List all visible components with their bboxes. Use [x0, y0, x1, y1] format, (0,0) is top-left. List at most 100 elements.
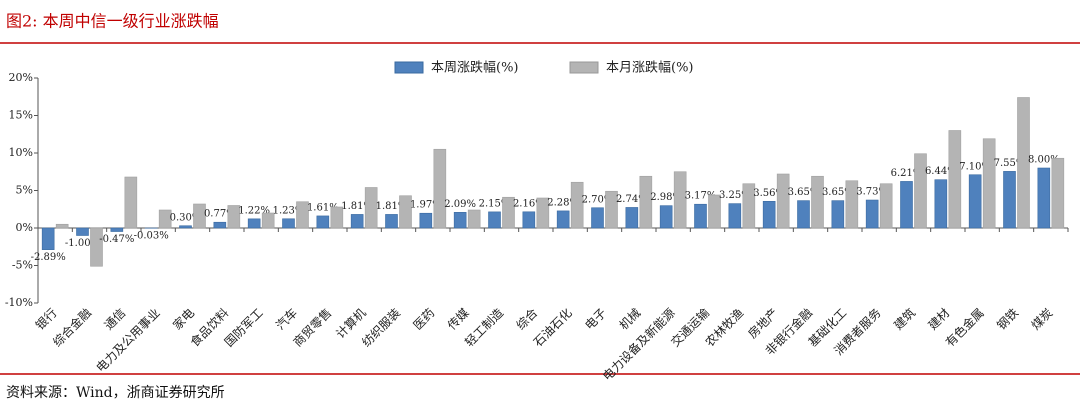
x-tick-label: 机械 [616, 305, 644, 333]
data-label: -2.89% [31, 252, 66, 263]
bar [453, 212, 467, 229]
x-tick-label: 银行 [33, 306, 60, 333]
bar [556, 210, 570, 229]
bar [879, 183, 893, 229]
bar [399, 195, 412, 229]
x-tick-label: 纺织服装 [359, 306, 403, 350]
bar [1037, 167, 1051, 229]
bar [659, 205, 673, 229]
data-label: 8.00% [1028, 155, 1060, 166]
bar [76, 227, 89, 236]
data-label: 3.65% [788, 187, 820, 198]
bar [625, 207, 639, 229]
x-tick-label: 建筑 [891, 305, 919, 333]
x-tick-label: 家电 [170, 305, 198, 333]
bar [1051, 157, 1065, 229]
bar [488, 211, 501, 229]
bar [193, 203, 206, 229]
bar [282, 218, 295, 229]
bar [776, 173, 790, 229]
y-tick-label: -10% [5, 296, 33, 309]
x-tick-label: 农林牧渔 [703, 306, 747, 350]
data-label: 0.30% [170, 212, 202, 223]
bar [914, 153, 927, 229]
data-label: 2.09% [444, 199, 476, 210]
data-label: 1.81% [376, 201, 408, 212]
data-label: 3.17% [685, 191, 717, 202]
bar [934, 179, 948, 229]
y-tick-label: 15% [9, 109, 33, 122]
data-label: 2.98% [650, 192, 682, 203]
data-label: 1.81% [341, 201, 373, 212]
bar [1017, 97, 1030, 229]
x-tick-label: 传媒 [444, 305, 472, 333]
bar [419, 212, 433, 229]
legend-label: 本周涨跌幅(%) [431, 60, 519, 76]
x-tick-label: 医药 [411, 306, 438, 333]
data-label: 2.15% [479, 198, 511, 209]
data-label: 3.65% [822, 187, 854, 198]
bar [467, 209, 481, 229]
bar [982, 138, 996, 229]
legend-swatch [394, 61, 424, 74]
x-tick-label: 石油石化 [531, 306, 575, 350]
data-label: 1.22% [238, 205, 270, 216]
data-label: 2.74% [616, 194, 648, 205]
bar [1003, 171, 1016, 229]
x-tick-label: 有色金属 [942, 305, 987, 350]
bar [865, 199, 879, 229]
y-tick-label: 10% [9, 146, 33, 159]
bar [673, 171, 687, 229]
legend-label: 本月涨跌幅(%) [606, 60, 694, 76]
data-label: 3.56% [753, 188, 785, 199]
bar [708, 194, 721, 229]
data-label: 2.70% [582, 194, 614, 205]
y-tick-label: 0% [16, 221, 33, 234]
data-label: 6.21% [891, 168, 923, 179]
bar [55, 223, 69, 229]
bar [247, 218, 261, 229]
x-tick-label: 综合 [513, 305, 541, 333]
bar [900, 181, 913, 229]
y-tick-label: 5% [16, 184, 33, 197]
bar [639, 175, 653, 229]
y-tick-label: -5% [12, 259, 33, 272]
chart-title: 图2: 本周中信一级行业涨跌幅 [6, 12, 219, 31]
bar [364, 187, 378, 229]
x-tick-label: 汽车 [273, 305, 301, 333]
data-label: 2.16% [513, 198, 545, 209]
x-tick-label: 通信 [102, 306, 129, 333]
bar [762, 201, 776, 229]
legend-swatch [569, 61, 599, 74]
bar [605, 190, 618, 229]
bar [433, 148, 447, 229]
bar [316, 215, 330, 229]
bar [296, 201, 309, 229]
data-label: 1.61% [307, 202, 339, 213]
data-label: 0.77% [204, 209, 236, 220]
bar [968, 174, 982, 229]
data-label: 6.44% [925, 166, 957, 177]
bar [385, 214, 398, 229]
x-tick-label: 煤炭 [1029, 306, 1056, 333]
data-label: 3.73% [856, 187, 888, 198]
x-tick-label: 综合金融 [50, 305, 95, 350]
bar [536, 197, 550, 229]
bar [570, 181, 584, 229]
bar [158, 209, 172, 229]
bar [124, 176, 138, 229]
bar [227, 205, 241, 229]
x-tick-label: 国防军工 [221, 305, 266, 350]
bar [41, 227, 55, 250]
bar [845, 180, 859, 229]
x-tick-label: 轻工制造 [462, 306, 506, 350]
bar [797, 200, 810, 229]
y-tick-label: 20% [9, 71, 33, 84]
bar [502, 196, 515, 229]
data-label: -0.03% [134, 231, 169, 242]
source-note: 资料来源：Wind，浙商证券研究所 [6, 385, 225, 401]
bar [179, 225, 192, 229]
bar [831, 200, 845, 229]
bar [728, 203, 742, 229]
